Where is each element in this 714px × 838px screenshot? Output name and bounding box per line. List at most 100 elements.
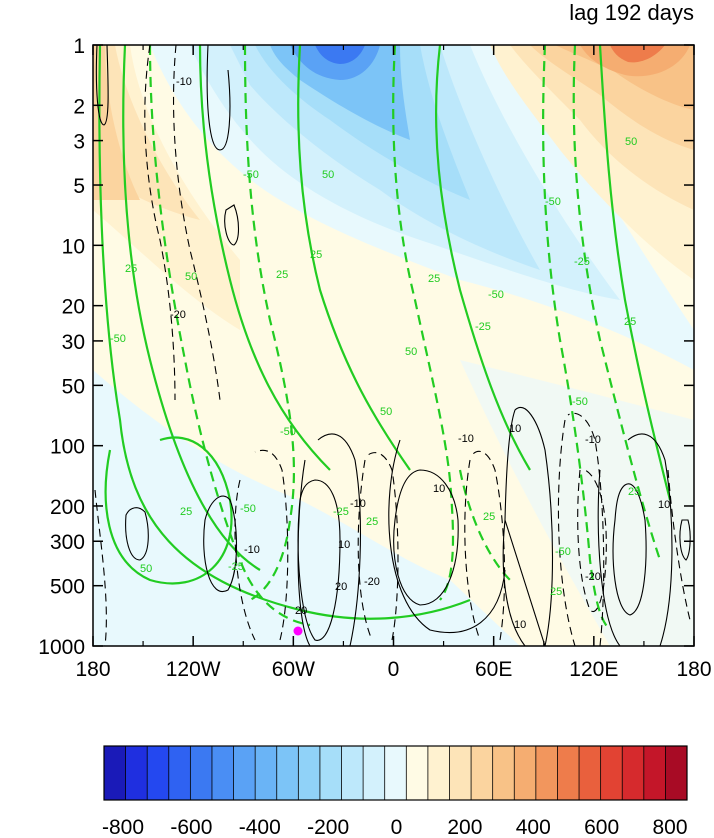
contour-label: -20 <box>585 571 601 583</box>
colorbar-swatch <box>104 746 126 800</box>
contour-label: 50 <box>380 406 392 418</box>
contour-label: 50 <box>140 563 152 575</box>
contour-label: -50 <box>488 289 504 301</box>
y-tick-label: 10 <box>62 235 85 258</box>
y-tick-label: 5 <box>73 175 85 198</box>
colorbar-swatch <box>341 746 364 800</box>
colorbar-swatch <box>492 746 515 800</box>
contour-label: 10 <box>338 539 350 551</box>
x-axis: 180 120W 60W 0 60E 120E 180 <box>75 45 712 681</box>
contour-label: 20 <box>295 605 307 617</box>
x-tick-label: 120W <box>166 658 221 681</box>
colorbar-swatch <box>125 746 148 800</box>
contour-label: 25 <box>366 516 378 528</box>
y-tick-label: 1000 <box>38 636 85 659</box>
contour-label: 20 <box>335 581 347 593</box>
contour-label: 10 <box>658 499 670 511</box>
colorbar-label: -600 <box>170 816 212 838</box>
x-tick-label: 180 <box>75 658 110 681</box>
y-axis: 1 2 3 5 10 20 30 50 100 200 300 500 1000 <box>38 35 694 659</box>
contour-label: -10 <box>585 434 601 446</box>
chart-title: lag 192 days <box>569 0 694 25</box>
colorbar-label: -800 <box>102 816 144 838</box>
contour-label: 50 <box>405 346 417 358</box>
y-tick-label: 300 <box>50 531 85 554</box>
contour-label: 25 <box>428 273 440 285</box>
contour-label: -50 <box>555 546 571 558</box>
colorbar-swatch <box>514 746 537 800</box>
contour-label: -25 <box>333 506 349 518</box>
y-tick-label: 2 <box>73 95 85 118</box>
contour-label: -25 <box>574 256 590 268</box>
contour-label: -50 <box>280 426 296 438</box>
contour-label: -20 <box>364 576 380 588</box>
colorbar-swatch <box>190 746 213 800</box>
x-tick-label: 180 <box>676 658 711 681</box>
contour-label: 25 <box>180 506 192 518</box>
contour-label: -20 <box>170 309 186 321</box>
colorbar-swatch <box>406 746 429 800</box>
contour-label: -50 <box>545 196 561 208</box>
colorbar-swatch <box>535 746 558 800</box>
contour-label: 10 <box>509 423 521 435</box>
green-contour-labels: 25 50 -50 -50 25 50 25 -50 -50 25 50 50 … <box>110 136 640 598</box>
colorbar-swatch <box>449 746 472 800</box>
colorbar-swatch <box>276 746 299 800</box>
colorbar-swatch <box>622 746 645 800</box>
colorbar-swatch <box>233 746 256 800</box>
y-tick-label: 100 <box>50 436 85 459</box>
green-contours <box>98 45 672 631</box>
colorbar-label: -400 <box>239 816 281 838</box>
contour-label: -50 <box>572 396 588 408</box>
colorbar-swatch <box>471 746 494 800</box>
colorbar-label: -200 <box>307 816 349 838</box>
colorbar-swatch <box>168 746 191 800</box>
contour-label: 50 <box>625 136 637 148</box>
y-tick-label: 1 <box>73 35 85 58</box>
colorbar-label: 200 <box>447 816 482 838</box>
contour-label: -10 <box>458 433 474 445</box>
colorbar-swatch <box>298 746 321 800</box>
black-contour-labels: -10 -20 -10 10 20 -10 -20 10 -10 10 -10 … <box>170 76 670 631</box>
x-tick-label: 60W <box>272 658 315 681</box>
location-marker <box>293 626 303 636</box>
contour-label: 25 <box>624 316 636 328</box>
y-tick-label: 3 <box>73 131 85 154</box>
y-tick-label: 50 <box>62 375 85 398</box>
colorbar-label: 800 <box>652 816 687 838</box>
colorbar-swatch <box>211 746 234 800</box>
contour-label: 25 <box>550 586 562 598</box>
colorbar-swatch <box>255 746 278 800</box>
colorbar: -800 -600 -400 -200 0 200 400 600 800 <box>102 745 688 838</box>
contour-label: 25 <box>310 249 322 261</box>
contour-label: 10 <box>514 619 526 631</box>
contour-label: 25 <box>628 486 640 498</box>
contour-label: -10 <box>244 544 260 556</box>
contour-label: -25 <box>475 321 491 333</box>
colorbar-swatch <box>363 746 386 800</box>
x-tick-label: 60E <box>475 658 512 681</box>
colorbar-swatch <box>579 746 602 800</box>
colorbar-swatch <box>147 746 170 800</box>
colorbar-swatch <box>643 746 666 800</box>
contour-label: -10 <box>176 76 192 88</box>
contour-label: 25 <box>125 263 137 275</box>
x-tick-label: 0 <box>388 658 400 681</box>
contour-label: 10 <box>433 483 445 495</box>
contour-label: 25 <box>276 269 288 281</box>
contour-label: -50 <box>243 169 259 181</box>
y-tick-label: 500 <box>50 576 85 599</box>
colorbar-swatch <box>427 746 450 800</box>
colorbar-label: 0 <box>391 816 403 838</box>
contour-label: 50 <box>185 271 197 283</box>
contour-label: -10 <box>350 498 366 510</box>
colorbar-swatch <box>557 746 580 800</box>
colorbar-swatch <box>384 746 407 800</box>
colorbar-swatch <box>600 746 623 800</box>
y-tick-label: 30 <box>62 331 85 354</box>
colorbar-label: 400 <box>516 816 551 838</box>
contour-label: -50 <box>240 503 256 515</box>
colorbar-swatch <box>665 746 688 800</box>
contour-label: -25 <box>228 561 244 573</box>
